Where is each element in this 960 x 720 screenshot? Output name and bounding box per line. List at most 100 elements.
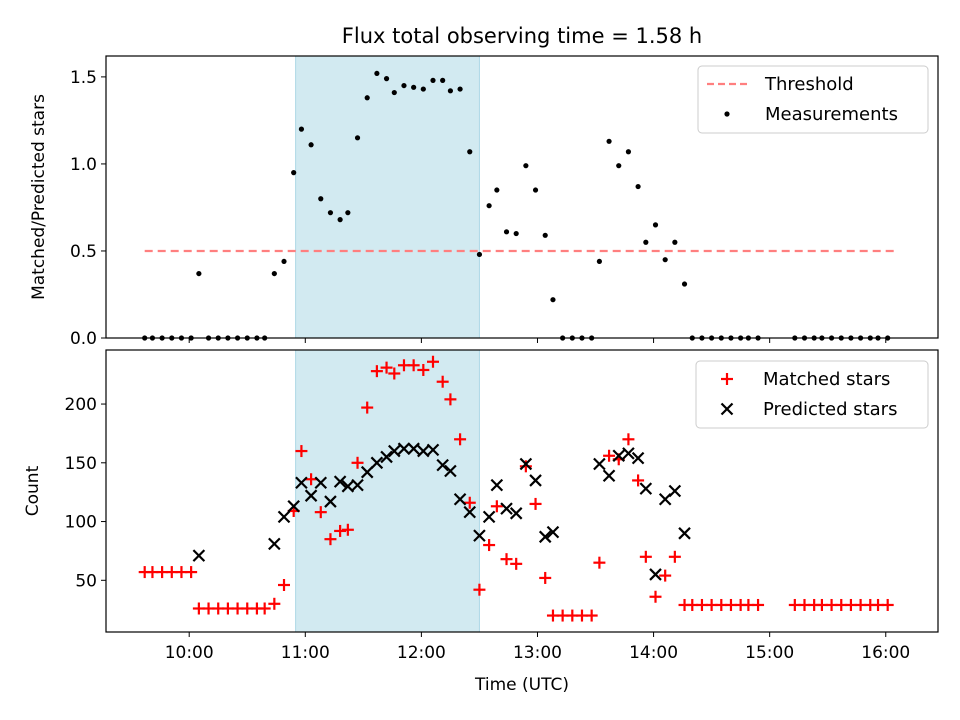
cross-stroke: [720, 402, 734, 416]
cross-stroke: [268, 537, 281, 551]
matched-star-point: [490, 500, 503, 513]
matched-star-point: [444, 393, 457, 406]
matched-star-point: [632, 474, 645, 487]
top-axes-frame: [105, 55, 939, 339]
measurement-point: [196, 270, 202, 277]
measurement-point: [550, 297, 556, 303]
top-y-tick-label: 1.0: [70, 155, 97, 175]
cross-stroke: [341, 480, 355, 493]
predicted-star-point: [314, 476, 328, 490]
top-panel: 0.0 0.5 1.0 1.5 Matched/Predicted stars Thr…: [29, 55, 939, 349]
cross-stroke: [649, 568, 662, 581]
predicted-star-point: [426, 443, 440, 457]
measurement-point: [430, 77, 436, 83]
top-y-axis: 0.0 0.5 1.0 1.5: [70, 68, 106, 349]
cross-stroke: [380, 450, 393, 464]
cross-stroke: [546, 525, 560, 539]
matched-star-point: [258, 602, 271, 615]
predicted-star-point: [519, 457, 533, 471]
matched-star-point: [593, 556, 606, 569]
observing-window-shade-bottom: [295, 349, 480, 633]
predicted-star-point: [500, 502, 513, 515]
predicted-star-point: [678, 527, 691, 540]
cross-stroke: [490, 478, 504, 492]
cross-stroke: [639, 482, 653, 495]
measurement-point: [391, 89, 397, 96]
predicted-star-point: [304, 489, 318, 502]
matched-star-point: [622, 433, 635, 446]
measurement-point: [494, 187, 500, 193]
measurement-point: [354, 135, 361, 141]
top-y-tick-label: 0.0: [70, 329, 97, 349]
matched-star-point: [334, 524, 347, 537]
bottom-y-tick-label: 50: [75, 571, 97, 591]
x-tick-label: 15:00: [745, 643, 794, 663]
x-tick-label: 13:00: [513, 643, 562, 663]
matched-star-point: [668, 550, 681, 563]
cross-stroke: [192, 549, 206, 562]
top-legend-box: [697, 65, 929, 134]
measurement-point: [327, 210, 334, 216]
measurement-point: [401, 82, 407, 89]
bottom-y-tick-label: 200: [65, 395, 97, 415]
measurement-point: [532, 187, 539, 193]
matched-star-point: [351, 456, 364, 469]
legend-threshold-label: Threshold: [764, 74, 854, 95]
measurement-point: [523, 163, 529, 169]
cross-stroke: [417, 444, 430, 458]
measurement-point: [281, 258, 287, 265]
measurement-point: [411, 84, 417, 90]
predicted-star-point: [397, 442, 411, 455]
measurement-point: [345, 210, 351, 216]
cross-stroke: [602, 469, 616, 483]
predicted-star-point: [192, 549, 206, 562]
matched-star-point: [324, 533, 337, 546]
cross-stroke: [426, 443, 440, 457]
predicted-star-point: [370, 456, 384, 470]
x-tick-label: 14:00: [629, 643, 678, 663]
predicted-star-point: [482, 510, 496, 524]
predicted-star-point: [639, 482, 653, 495]
x-tick-label: 12:00: [397, 643, 446, 663]
predicted-star-point: [463, 505, 477, 519]
matched-star-point: [603, 449, 616, 462]
matched-star-point: [380, 361, 393, 374]
matched-star-point: [473, 583, 486, 596]
legend-plus-marker: [721, 373, 733, 385]
measurement-point: [503, 229, 510, 235]
cross-stroke: [529, 474, 542, 487]
bottom-y-tick-label: 100: [65, 513, 97, 533]
bottom-y-tick-label: 150: [65, 454, 97, 474]
predicted-star-point: [444, 464, 457, 478]
measurement-point: [271, 270, 277, 277]
bottom-y-axis: 50 100 150 200: [65, 395, 106, 591]
predicted-star-point: [538, 530, 552, 544]
predicted-stars-points: [192, 442, 691, 581]
cross-stroke: [333, 475, 347, 488]
predicted-star-point: [324, 495, 337, 508]
predicted-star-point: [268, 537, 281, 551]
measurement-point: [672, 239, 678, 245]
cross-stroke: [509, 507, 523, 520]
matched-star-point: [426, 355, 439, 368]
measurement-point: [652, 222, 659, 228]
matched-star-point: [361, 401, 374, 414]
matched-star-point: [370, 365, 383, 378]
matched-star-point: [659, 569, 672, 582]
measurement-point: [298, 126, 305, 132]
cross-stroke: [314, 476, 328, 490]
predicted-star-point: [509, 507, 523, 520]
cross-stroke: [407, 442, 420, 455]
predicted-star-point: [360, 465, 374, 479]
predicted-star-point: [388, 444, 401, 458]
matched-star-point: [454, 433, 467, 446]
cross-stroke: [463, 505, 477, 519]
measurement-point: [467, 149, 473, 155]
cross-stroke: [360, 465, 374, 479]
top-x-ticks: [188, 338, 887, 343]
matched-star-point: [463, 496, 476, 509]
legend-predicted-swatch: [720, 402, 734, 416]
matched-star-point: [417, 363, 430, 376]
top-y-axis-label: Matched/Predicted stars: [29, 94, 49, 300]
cross-stroke: [453, 492, 467, 506]
